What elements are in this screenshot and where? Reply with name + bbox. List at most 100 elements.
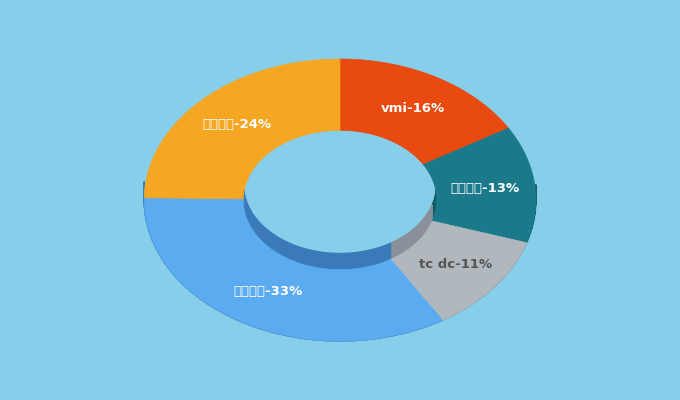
- Polygon shape: [393, 318, 400, 336]
- Polygon shape: [175, 260, 179, 280]
- Polygon shape: [265, 227, 267, 245]
- Polygon shape: [401, 236, 404, 254]
- Polygon shape: [162, 243, 165, 264]
- Polygon shape: [530, 213, 532, 234]
- Polygon shape: [165, 247, 168, 268]
- Polygon shape: [373, 249, 376, 266]
- Polygon shape: [273, 316, 280, 334]
- Polygon shape: [522, 231, 524, 252]
- Polygon shape: [168, 252, 171, 272]
- Polygon shape: [196, 279, 201, 299]
- Polygon shape: [333, 253, 337, 270]
- Polygon shape: [360, 252, 363, 268]
- Polygon shape: [409, 231, 411, 249]
- Polygon shape: [424, 216, 426, 234]
- Polygon shape: [428, 212, 429, 230]
- Polygon shape: [430, 306, 437, 325]
- Polygon shape: [267, 229, 269, 247]
- Polygon shape: [448, 299, 454, 318]
- Polygon shape: [426, 214, 428, 232]
- Polygon shape: [144, 59, 340, 199]
- Polygon shape: [400, 317, 406, 334]
- Polygon shape: [492, 269, 496, 289]
- Polygon shape: [474, 283, 479, 303]
- Polygon shape: [231, 301, 237, 320]
- Polygon shape: [528, 218, 530, 238]
- Polygon shape: [388, 243, 390, 260]
- Polygon shape: [347, 253, 350, 270]
- Polygon shape: [252, 213, 254, 231]
- Polygon shape: [430, 207, 431, 226]
- Polygon shape: [286, 320, 293, 337]
- Polygon shape: [532, 208, 533, 229]
- Polygon shape: [304, 248, 307, 266]
- Polygon shape: [343, 253, 347, 270]
- Polygon shape: [255, 311, 261, 329]
- Polygon shape: [245, 200, 246, 218]
- Polygon shape: [292, 244, 295, 262]
- Polygon shape: [320, 252, 323, 269]
- Polygon shape: [488, 273, 492, 292]
- Polygon shape: [423, 128, 536, 243]
- Polygon shape: [271, 233, 273, 250]
- Polygon shape: [354, 324, 360, 341]
- Polygon shape: [146, 201, 147, 222]
- Polygon shape: [147, 206, 148, 227]
- Polygon shape: [533, 204, 534, 224]
- Polygon shape: [350, 253, 353, 269]
- Polygon shape: [356, 252, 360, 269]
- Polygon shape: [330, 253, 333, 270]
- Polygon shape: [431, 205, 432, 223]
- Polygon shape: [390, 221, 526, 320]
- Polygon shape: [412, 313, 419, 331]
- Text: プラダン-13%: プラダン-13%: [451, 182, 520, 194]
- Polygon shape: [246, 202, 248, 220]
- Polygon shape: [261, 313, 267, 331]
- Polygon shape: [376, 248, 379, 265]
- Polygon shape: [500, 261, 504, 281]
- Polygon shape: [220, 296, 226, 315]
- Polygon shape: [353, 252, 356, 269]
- Polygon shape: [337, 254, 340, 270]
- Text: マテハン-33%: マテハン-33%: [233, 285, 302, 298]
- Polygon shape: [483, 276, 488, 296]
- Polygon shape: [432, 203, 433, 221]
- Polygon shape: [262, 226, 265, 244]
- Polygon shape: [514, 244, 517, 265]
- Polygon shape: [313, 251, 317, 268]
- Polygon shape: [267, 315, 273, 333]
- Polygon shape: [340, 59, 509, 164]
- Polygon shape: [306, 323, 313, 340]
- Polygon shape: [396, 239, 398, 257]
- Polygon shape: [511, 249, 514, 269]
- Polygon shape: [423, 218, 424, 236]
- Polygon shape: [369, 250, 373, 266]
- Polygon shape: [443, 302, 448, 320]
- Polygon shape: [281, 239, 284, 257]
- Polygon shape: [411, 230, 413, 248]
- Polygon shape: [226, 298, 231, 317]
- Polygon shape: [418, 224, 419, 242]
- Polygon shape: [360, 324, 367, 340]
- Polygon shape: [273, 234, 276, 252]
- Polygon shape: [243, 306, 249, 325]
- Polygon shape: [429, 210, 430, 228]
- Polygon shape: [520, 236, 522, 256]
- Polygon shape: [398, 238, 401, 255]
- Polygon shape: [454, 296, 459, 315]
- Text: tc dc-11%: tc dc-11%: [419, 258, 492, 272]
- Polygon shape: [464, 290, 469, 309]
- Polygon shape: [459, 293, 464, 312]
- Polygon shape: [367, 323, 373, 340]
- Polygon shape: [301, 248, 304, 265]
- Polygon shape: [421, 220, 423, 238]
- Polygon shape: [310, 250, 313, 267]
- Polygon shape: [333, 325, 340, 341]
- Polygon shape: [300, 322, 306, 339]
- Polygon shape: [385, 244, 388, 262]
- Polygon shape: [373, 322, 380, 339]
- Polygon shape: [179, 264, 183, 284]
- Polygon shape: [280, 318, 286, 336]
- Polygon shape: [433, 200, 434, 219]
- Polygon shape: [201, 283, 205, 302]
